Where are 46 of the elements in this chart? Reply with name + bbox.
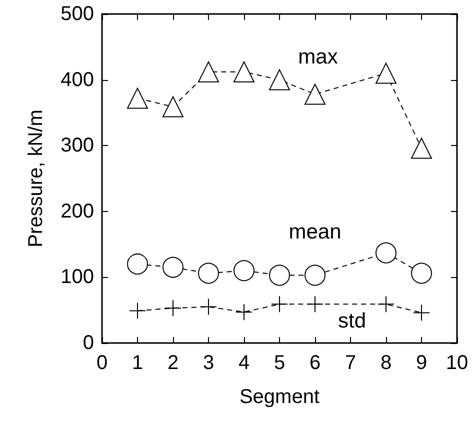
y-axis-title: Pressure, kN/m [25,110,47,248]
point [376,242,396,264]
point [162,96,184,118]
point [129,302,146,320]
x-tick-label: 8 [380,352,392,374]
point [164,300,182,317]
point [306,296,324,313]
point [269,69,290,90]
point [234,260,254,282]
point [304,264,326,286]
x-tick-label: 3 [202,352,214,374]
point [376,62,396,84]
x-tick-label: 9 [416,352,428,374]
y-tick-label: 100 [60,266,94,288]
point [234,61,254,82]
point [127,88,148,109]
point [162,256,184,278]
point [198,262,219,284]
point [378,296,394,313]
point [198,61,219,82]
point [411,138,432,159]
x-tick-label: 7 [344,352,356,374]
point [271,296,288,313]
x-tick-label: 0 [96,352,108,374]
point [200,298,217,316]
series-label: max [298,46,338,69]
y-tick-label: 200 [60,200,94,222]
series-label: mean [288,220,342,244]
point [236,304,252,321]
x-tick-label: 6 [309,352,321,374]
y-tick-label: 400 [60,68,94,91]
point [127,254,148,275]
y-tick-label: 500 [60,3,94,25]
x-tick-label: 10 [446,352,468,374]
point [304,84,326,105]
point [269,264,290,286]
x-tick-label: 2 [167,352,179,374]
y-tick-label: 300 [60,134,94,157]
series-label: std [338,310,366,333]
y-tick-label: 0 [82,332,94,354]
point [413,304,430,322]
point [411,262,432,284]
x-tick-label: 5 [274,352,286,374]
x-axis-title: Segment [239,386,320,408]
x-tick-label: 4 [238,352,250,374]
x-tick-label: 1 [132,352,144,374]
